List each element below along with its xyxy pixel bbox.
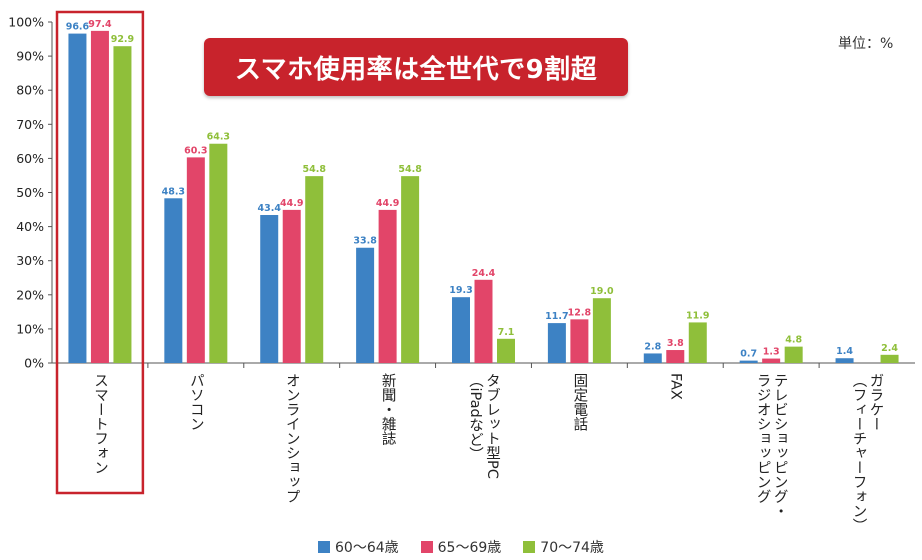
x-tick-label: （iPadなど） [467,373,483,461]
y-tick-label: 30% [16,253,44,268]
y-tick-label: 70% [16,117,44,132]
data-label: 48.3 [162,186,185,197]
x-tick-label: タブレット型PC [484,373,500,479]
bar [547,323,566,363]
data-label: 3.8 [667,338,684,349]
data-label: 1.4 [836,346,853,357]
bar [880,354,899,363]
bar [739,360,758,363]
data-label: 1.3 [763,347,780,358]
x-tick-label: （フィーチャーフォン） [851,373,867,533]
bar [570,319,589,363]
x-tick-label: テレビショッピング・ [772,373,788,518]
bar [452,297,470,363]
data-label: 0.7 [740,349,757,360]
headline-banner: スマホ使用率は全世代で9割超 [204,38,628,96]
legend-label-60-64: 60〜64歳 [335,540,399,556]
legend-item-65-69: 65〜69歳 [420,537,502,557]
bar [209,143,228,363]
bar [356,247,375,363]
bar [113,46,132,363]
x-tick-label: ガラケー [868,373,884,431]
x-tick-label: パソコン [188,373,204,431]
bar [186,157,205,363]
highlight-rect [55,10,145,495]
bar [90,30,109,364]
data-label: 4.8 [785,335,802,346]
bar [378,209,397,363]
data-label: 19.0 [590,286,614,297]
x-tick-label: オンラインショップ [284,373,300,504]
data-label: 7.1 [498,327,515,338]
data-label: 19.3 [449,285,472,296]
bar [784,346,803,363]
highlight-box [55,10,145,495]
data-label: 12.8 [568,307,592,318]
x-tick-label: FAX [667,373,683,400]
x-tick-label: ラジオショッピング [755,373,771,504]
legend: 60〜64歳 65〜69歳 70〜74歳 [318,537,626,557]
legend-swatch-70-74 [523,541,536,553]
x-axis-labels: スマートフォン パソコン オンラインショップ 新聞・雑誌 タブレット型PC（iPadなど… [92,373,884,533]
bar [592,298,611,363]
bar [688,322,707,363]
x-tick-label: 固定電話 [571,373,587,431]
data-label: 11.7 [545,311,568,322]
x-tick-label: 新聞・雑誌 [380,373,396,446]
bar [305,176,324,363]
data-label: 54.8 [302,164,326,175]
bar [282,209,301,363]
data-label: 54.8 [398,164,422,175]
legend-item-60-64: 60〜64歳 [318,537,399,557]
data-label: 2.4 [881,343,898,354]
y-tick-label: 20% [16,287,44,302]
y-tick-label: 0% [24,356,44,371]
legend-item-70-74: 70〜74歳 [523,537,604,557]
bar [260,215,279,363]
data-label: 44.9 [376,198,399,209]
bar [835,358,854,363]
legend-swatch-60-64 [318,541,330,553]
bar [762,358,781,363]
y-tick-label: 50% [16,185,44,200]
legend-label-65-69: 65〜69歳 [437,540,502,556]
unit-label: 単位：% [838,36,894,52]
data-label: 92.9 [111,34,134,45]
bar [401,176,420,363]
bar [666,350,685,363]
data-label: 24.4 [472,268,496,279]
legend-label-70-74: 70〜74歳 [540,540,604,556]
bar [68,33,87,364]
legend-swatch-65-69 [420,541,433,553]
bar [474,279,493,363]
data-label: 44.9 [280,198,303,209]
bar [643,353,662,363]
x-tick-label: スマートフォン [92,373,108,475]
data-label: 96.6 [66,22,90,33]
data-label: 43.4 [257,203,281,214]
data-label: 60.3 [184,145,207,156]
y-tick-label: 60% [16,151,44,166]
data-label: 97.4 [88,19,112,30]
y-tick-label: 100% [8,15,44,30]
y-tick-label: 80% [16,83,44,98]
data-label: 11.9 [686,310,709,321]
y-tick-label: 40% [16,219,44,234]
y-tick-label: 90% [16,49,44,64]
data-label: 33.8 [353,236,377,247]
bars: 96.6 97.492.948.360.364.343.4 44.954.833.8… [66,19,899,368]
bar [497,338,515,363]
y-tick-label: 10% [16,321,44,336]
data-label: 64.3 [207,132,230,143]
data-label: 2.8 [644,341,661,352]
bar [164,198,183,363]
